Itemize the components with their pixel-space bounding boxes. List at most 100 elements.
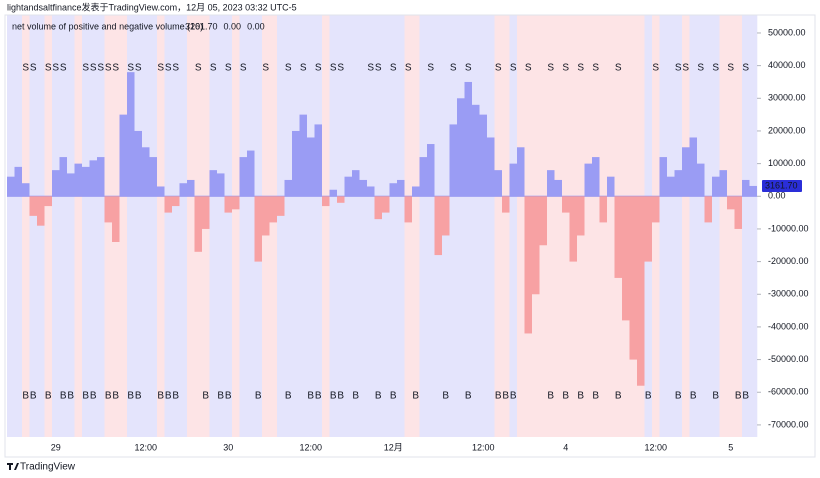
background-zone [164, 15, 173, 437]
background-zone [322, 15, 330, 437]
background-zone [727, 15, 735, 437]
background-zone [299, 15, 308, 437]
buy-signal: B [225, 391, 232, 402]
sell-signal: S [225, 63, 232, 74]
bar [82, 166, 90, 197]
bar [412, 186, 420, 197]
bar [127, 72, 135, 197]
background-zone [52, 15, 60, 437]
bar [749, 185, 757, 197]
sell-signal: S [52, 63, 59, 74]
buy-signal: B [735, 391, 742, 402]
bar [704, 196, 712, 223]
bar [232, 196, 240, 210]
bar [194, 196, 202, 252]
background-zone [59, 15, 68, 437]
background-zone [67, 15, 75, 437]
bar [67, 173, 75, 197]
bar [449, 124, 457, 197]
sell-signal: S [547, 63, 554, 74]
bar [142, 147, 150, 197]
bar [644, 196, 652, 262]
background-zone [742, 15, 750, 437]
buy-signal: B [30, 391, 37, 402]
sell-signal: S [697, 63, 704, 74]
bar [697, 163, 705, 197]
bar [719, 170, 727, 197]
background-zone [749, 15, 758, 437]
sell-signal: S [450, 63, 457, 74]
x-tick-label: 12:00 [472, 442, 495, 452]
bar [532, 196, 540, 295]
sell-signal: S [127, 63, 134, 74]
y-tick-label: 0.00 [768, 191, 786, 201]
buy-signal: B [172, 391, 179, 402]
bar [187, 179, 195, 197]
sell-signal: S [405, 63, 412, 74]
sell-signal: S [165, 63, 172, 74]
background-zone [599, 15, 608, 437]
x-tick-label: 29 [51, 442, 61, 452]
bar [547, 170, 555, 197]
background-zone [659, 15, 668, 437]
buy-signal: B [60, 391, 67, 402]
bar [97, 157, 105, 197]
background-zone [457, 15, 465, 437]
bar [314, 124, 322, 197]
background-zone [82, 15, 90, 437]
buy-signal: B [615, 391, 622, 402]
bar [659, 157, 667, 197]
buy-signal: B [67, 391, 74, 402]
sell-signal: S [615, 63, 622, 74]
bar [367, 186, 375, 197]
bar [134, 130, 142, 197]
background-zone [149, 15, 158, 437]
sell-signal: S [315, 63, 322, 74]
buy-signal: B [577, 391, 584, 402]
background-zone [337, 15, 345, 437]
background-zone [667, 15, 675, 437]
sell-signal: S [195, 63, 202, 74]
sell-signal: S [172, 63, 179, 74]
background-zone [419, 15, 428, 437]
background-zone [172, 15, 180, 437]
background-zone [277, 15, 285, 437]
y-tick-label: -50000.00 [768, 354, 809, 364]
bar [224, 196, 232, 213]
background-zone [37, 15, 45, 437]
y-tick-label: -10000.00 [768, 223, 809, 233]
background-zone [187, 15, 195, 437]
y-tick-label: 30000.00 [768, 93, 806, 103]
background-zone [494, 15, 503, 437]
bar [494, 170, 502, 197]
x-tick-label: 5 [728, 442, 733, 452]
footer: TradingView [20, 462, 76, 473]
bar [584, 163, 592, 197]
background-zone [179, 15, 188, 437]
buy-signal: B [502, 391, 509, 402]
y-tick-label: 10000.00 [768, 158, 806, 168]
x-tick-label: 30 [223, 442, 233, 452]
background-zone [104, 15, 113, 437]
y-tick-label: 50000.00 [768, 27, 806, 37]
background-zone [712, 15, 720, 437]
buy-signal: B [255, 391, 262, 402]
background-zone [329, 15, 338, 437]
bar [344, 176, 352, 197]
bar [667, 176, 675, 197]
background-zone [427, 15, 435, 437]
legend-value: 0.00 [247, 21, 265, 31]
sell-signal: S [742, 63, 749, 74]
bar [599, 196, 607, 223]
background-zone [239, 15, 248, 437]
indicator-title: net volume of positive and negative volu… [12, 21, 203, 31]
background-zone [584, 15, 593, 437]
background-zone [292, 15, 300, 437]
buy-signal: B [592, 391, 599, 402]
bar [404, 196, 412, 223]
y-tick-label: -40000.00 [768, 321, 809, 331]
background-zone [704, 15, 713, 437]
background-zone [689, 15, 698, 437]
buy-signal: B [547, 391, 554, 402]
